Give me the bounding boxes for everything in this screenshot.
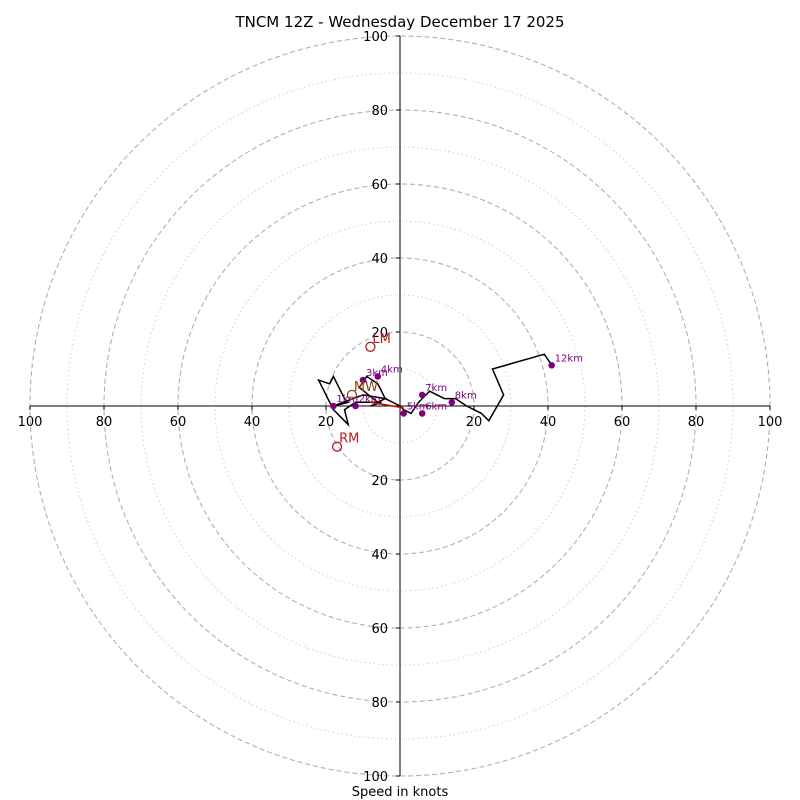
height-marker-7km	[418, 391, 426, 399]
tick-label-x-right-40: 40	[540, 415, 557, 430]
tick-label-x-right-80: 80	[688, 415, 705, 430]
tick-label-y-top-40: 40	[371, 252, 388, 267]
x-axis-label: Speed in knots	[352, 785, 449, 800]
tick-label-x-right-20: 20	[466, 415, 483, 430]
height-label-8km: 8km	[455, 390, 477, 401]
motion-label-MW: MW	[354, 380, 378, 395]
motion-label-RM: RM	[339, 432, 359, 447]
motion-marker-LM	[365, 341, 376, 352]
tick-label-y-bottom-40: 40	[371, 548, 388, 563]
tick-label-y-bottom-100: 100	[363, 770, 388, 785]
height-label-4km: 4km	[381, 364, 403, 375]
wind-trace-line	[317, 353, 553, 427]
height-marker-8km	[448, 399, 456, 406]
height-marker-4km	[374, 373, 382, 380]
height-marker-1km	[330, 402, 337, 410]
tick-label-x-left-20: 20	[318, 415, 335, 430]
tick-labels: 100 80 60 40 20 20 40 60 80 100 100 80 60 40 20 20 40 60 8…	[18, 30, 783, 785]
chart-title: TNCM 12Z - Wednesday December 17 2025	[234, 13, 564, 31]
height-marker-6km	[418, 410, 426, 417]
tick-label-x-right-60: 60	[614, 415, 631, 430]
height-marker-2km	[352, 402, 359, 410]
tick-label-x-left-60: 60	[170, 415, 187, 430]
tick-label-y-bottom-60: 60	[371, 622, 388, 637]
tick-label-y-bottom-80: 80	[371, 696, 388, 711]
height-markers: 1km2km3km4km5km6km7km8km12km	[330, 353, 583, 417]
tick-label-y-top-20: 20	[371, 326, 388, 341]
height-label-12km: 12km	[555, 353, 583, 364]
height-label-6km: 6km	[425, 401, 447, 412]
height-label-5km: 5km	[407, 401, 429, 412]
height-label-2km: 2km	[359, 394, 381, 405]
motion-label-LM: LM	[372, 332, 390, 347]
tick-label-x-left-40: 40	[244, 415, 261, 430]
storm-motion-markers: LM RM MW	[331, 332, 391, 452]
height-label-7km: 7km	[425, 383, 447, 394]
tick-label-y-top-100: 100	[363, 30, 388, 45]
height-marker-12km	[548, 362, 555, 369]
tick-label-x-right-100: 100	[758, 415, 783, 430]
height-label-1km: 1km	[336, 394, 358, 405]
motion-marker-RM	[331, 441, 343, 452]
tick-label-x-left-100: 100	[18, 415, 43, 430]
height-marker-3km	[359, 376, 367, 384]
motion-marker-MW	[346, 389, 358, 401]
shear-vector	[370, 401, 404, 409]
height-marker-5km	[400, 410, 408, 417]
wind-trace	[317, 353, 553, 427]
tick-label-x-left-80: 80	[96, 415, 113, 430]
tick-label-y-bottom-20: 20	[371, 474, 388, 489]
tick-label-y-top-60: 60	[371, 178, 388, 193]
tick-label-y-top-80: 80	[371, 104, 388, 119]
